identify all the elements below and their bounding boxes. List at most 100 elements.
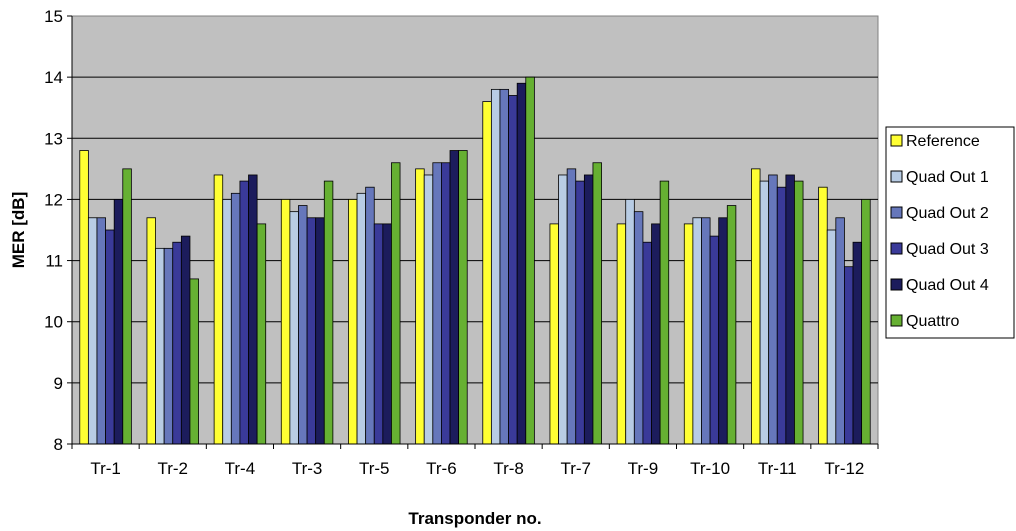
bars — [79, 76, 871, 445]
bar-Tr-12-quad-out-3 — [844, 266, 854, 445]
bar-Tr-2-quad-out-2 — [163, 247, 174, 445]
y-tick-label: 9 — [54, 374, 63, 393]
x-tick-label: Tr-2 — [157, 459, 188, 478]
legend-swatch — [890, 314, 903, 327]
x-tick-label: Tr-9 — [628, 459, 659, 478]
bar-Tr-8-quad-out-1 — [490, 88, 501, 445]
bar-Tr-1-quad-out-3 — [105, 229, 115, 445]
bar-Tr-7-quad-out-4 — [583, 174, 594, 445]
bar-Tr-11-reference — [751, 168, 761, 445]
bar-Tr-6-quad-out-1 — [423, 174, 434, 445]
bar-Tr-9-quad-out-3 — [642, 241, 652, 445]
x-tick-label: Tr-8 — [493, 459, 524, 478]
bar-Tr-8-quad-out-4 — [516, 82, 527, 445]
bar-Tr-7-quad-out-2 — [566, 168, 577, 445]
bar-Tr-9-quad-out-4 — [651, 223, 661, 445]
bar-Tr-1-quattro — [122, 168, 132, 445]
x-tick-label: Tr-7 — [560, 459, 591, 478]
y-tick-label: 14 — [44, 68, 63, 87]
bar-Tr-8-quad-out-2 — [499, 88, 509, 445]
legend-label: Quad Out 1 — [906, 169, 989, 186]
legend-label: Quad Out 4 — [906, 277, 989, 294]
bar-Tr-8-reference — [482, 101, 492, 445]
bar-Tr-11-quad-out-2 — [768, 174, 778, 445]
legend-box — [885, 126, 1015, 339]
bar-Tr-3-quad-out-4 — [315, 217, 325, 445]
bar-Tr-1-quad-out-1 — [87, 217, 98, 445]
bar-Tr-3-quad-out-1 — [289, 211, 299, 445]
x-tick-label: Tr-3 — [292, 459, 323, 478]
bar-Tr-12-quad-out-4 — [852, 241, 863, 445]
bar-Tr-2-quad-out-3 — [172, 241, 182, 445]
bar-Tr-5-quad-out-4 — [382, 223, 392, 445]
legend-label: Quattro — [906, 313, 959, 330]
legend: Reference Quad Out 1 Quad Out 2 Quad Out 3 Q… — [885, 126, 1015, 339]
legend-swatch — [890, 134, 903, 147]
legend-label: Reference — [906, 133, 980, 150]
bar-Tr-4-reference — [213, 174, 224, 445]
y-axis-title: MER [dB] — [9, 192, 28, 268]
bar-Tr-4-quad-out-2 — [230, 192, 241, 445]
y-tick-label: 10 — [44, 313, 63, 332]
x-axis-title: Transponder no. — [408, 509, 541, 528]
bar-Tr-9-quad-out-2 — [633, 211, 644, 445]
y-axis-ticks: 8 9 10 11 12 13 14 15 — [44, 7, 72, 454]
x-tick-label: Tr-5 — [359, 459, 390, 478]
plot-area — [71, 15, 879, 445]
gridlines — [72, 76, 878, 384]
bar-Tr-6-quattro — [458, 150, 468, 445]
y-tick-label: 11 — [45, 252, 63, 271]
bar-Tr-5-reference — [348, 199, 358, 445]
bar-Tr-2-quattro — [189, 278, 199, 445]
bar-Tr-4-quad-out-1 — [222, 199, 232, 445]
y-tick-label: 13 — [44, 129, 63, 148]
bar-Tr-7-quattro — [592, 162, 602, 445]
bar-Tr-5-quad-out-2 — [365, 186, 375, 445]
bar-Tr-11-quad-out-3 — [776, 186, 787, 445]
bar-Tr-8-quad-out-3 — [508, 95, 518, 445]
bar-Tr-7-quad-out-3 — [575, 180, 585, 445]
bar-Tr-6-quad-out-3 — [441, 162, 451, 445]
bar-Tr-3-quad-out-3 — [306, 217, 317, 445]
bar-Tr-2-quad-out-4 — [180, 235, 191, 445]
bar-Tr-1-quad-out-4 — [113, 199, 124, 445]
bar-Tr-12-quad-out-1 — [826, 229, 837, 445]
bar-Tr-12-quattro — [861, 199, 871, 445]
bar-Tr-10-quad-out-1 — [692, 217, 702, 445]
bar-Tr-9-quattro — [659, 180, 670, 445]
bar-Tr-3-reference — [280, 199, 291, 445]
legend-label: Quad Out 3 — [906, 241, 989, 258]
y-tick-label: 15 — [44, 7, 63, 26]
bar-Tr-3-quattro — [323, 180, 334, 445]
bar-Tr-5-quattro — [391, 162, 401, 445]
bar-Tr-6-quad-out-4 — [449, 150, 460, 445]
bar-Tr-10-quad-out-4 — [718, 217, 728, 445]
bar-Tr-6-reference — [415, 168, 425, 445]
bar-Tr-12-reference — [818, 186, 828, 445]
bar-Tr-5-quad-out-3 — [373, 223, 384, 445]
x-tick-label: Tr-4 — [225, 459, 256, 478]
bar-Tr-7-quad-out-1 — [558, 174, 568, 445]
bar-Tr-11-quad-out-1 — [759, 180, 770, 445]
bar-Tr-9-reference — [616, 223, 627, 445]
bar-Tr-7-reference — [549, 223, 559, 445]
x-tick-label: Tr-11 — [758, 459, 797, 478]
x-tick-label: Tr-6 — [426, 459, 457, 478]
x-tick-label: Tr-10 — [690, 459, 730, 478]
bar-Tr-10-quad-out-3 — [709, 235, 720, 445]
bar-Tr-8-quattro — [525, 76, 535, 445]
bar-Tr-10-reference — [683, 223, 694, 445]
bar-Tr-4-quattro — [256, 223, 267, 445]
bar-Tr-9-quad-out-1 — [625, 199, 635, 445]
legend-swatch — [890, 206, 903, 219]
bar-Tr-4-quad-out-4 — [248, 174, 258, 445]
y-tick-label: 12 — [44, 190, 63, 209]
bar-Tr-2-reference — [146, 217, 156, 445]
bar-Tr-5-quad-out-1 — [356, 192, 367, 445]
bar-Tr-1-quad-out-2 — [96, 217, 106, 445]
legend-swatch — [890, 278, 903, 291]
bar-Tr-3-quad-out-2 — [298, 205, 308, 445]
bar-Tr-2-quad-out-1 — [155, 247, 165, 445]
legend-label: Quad Out 2 — [906, 205, 989, 222]
